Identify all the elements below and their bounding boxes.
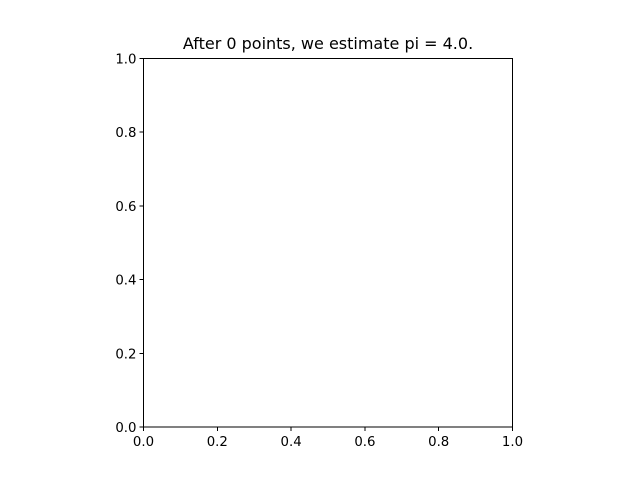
y-tick-label: 0.4 — [115, 274, 136, 289]
y-tick-label: 0.2 — [115, 347, 136, 362]
x-tick-label: 0.0 — [133, 435, 154, 450]
axes-frame — [143, 58, 513, 428]
x-tick-label: 1.0 — [502, 435, 523, 450]
x-tick-label: 0.4 — [281, 435, 302, 450]
x-tick-label: 0.6 — [354, 435, 375, 450]
x-tick-label: 0.8 — [428, 435, 449, 450]
plot-area — [143, 58, 513, 428]
y-tick-label: 1.0 — [115, 53, 136, 68]
axes-background — [143, 58, 513, 427]
y-axis: 0.0 0.2 0.4 0.6 0.8 1.0 — [115, 53, 144, 436]
y-tick-label: 0.6 — [115, 200, 136, 215]
y-tick-label: 0.8 — [115, 126, 136, 141]
y-tick-label: 0.0 — [115, 421, 136, 436]
x-tick-label: 0.2 — [207, 435, 228, 450]
x-axis: 0.0 0.2 0.4 0.6 0.8 1.0 — [133, 427, 523, 450]
chart-title: After 0 points, we estimate pi = 4.0. — [183, 34, 473, 53]
